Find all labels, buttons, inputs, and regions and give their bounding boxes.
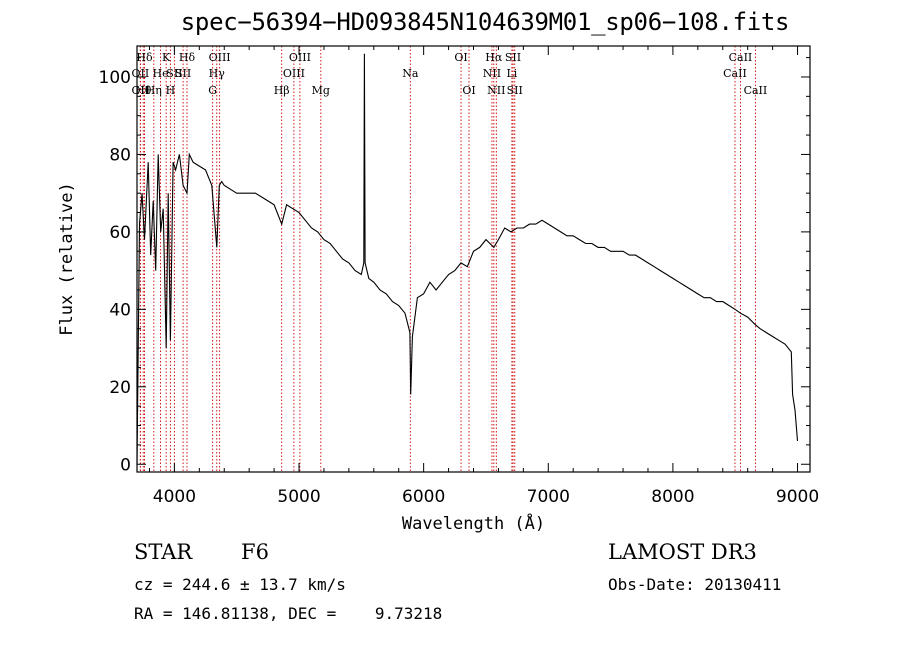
spectral-line-label: Li [506,67,517,80]
spectral-line-label: Hδ [179,51,196,64]
spectral-line-label: K [162,51,171,64]
spectral-line-label: CaII [744,84,768,97]
plot-frame [136,45,811,473]
spectral-line-label: Hη [146,84,162,97]
spectral-line-label: Mg [312,84,330,97]
spectral-line-label: Hδ [136,51,153,64]
spectral-line-label: CaII [723,67,747,80]
spectral-line-label: NII [483,67,501,80]
spectral-line-label: OII [132,84,150,97]
object-type: STAR [134,540,193,564]
object-subclass: F6 [241,540,269,564]
spectral-line-label: He [153,67,169,80]
spectral-line-label: OIII [283,67,305,80]
obs-date: Obs-Date: 20130411 [608,575,782,594]
spectral-line-label: OI [462,84,475,97]
y-tick-label: 60 [109,223,131,243]
spectrum-line [136,53,799,465]
survey-name: LAMOST DR3 [608,540,757,564]
spectral-line-label: OIII [209,51,231,64]
spectral-line-markers [139,46,756,472]
spectral-line-label: Hγ [209,67,226,80]
spectral-line-label: OIII [289,51,311,64]
redshift-text: cz = 244.6 ± 13.7 km/s [134,575,346,594]
spectral-line-label: OII [132,67,150,80]
spectral-line-label: SII [166,67,182,80]
x-tick-label: 5000 [277,487,320,507]
y-tick-label: 40 [109,300,131,320]
x-tick-label: 9000 [776,487,819,507]
spectral-line-label: NII [487,84,505,97]
x-tick-label: 4000 [153,487,196,507]
y-tick-label: 100 [99,68,131,88]
spectral-line-label: OI [454,51,467,64]
spectral-line-label: Hβ [274,84,290,97]
x-axis-label: Wavelength (Å) [402,512,545,534]
y-tick-label: 20 [109,378,131,398]
y-tick-label: 80 [109,145,131,165]
x-tick-label: 7000 [527,487,570,507]
axis-ticks: 4000 5000 6000 7000 8000 9000 0 20 40 60 80 100 [99,46,819,507]
y-tick-label: 0 [120,455,131,475]
spectral-line-label: SII [507,84,523,97]
chart-title: spec−56394−HD093845N104639M01_sp06−108.f… [180,8,790,36]
spectral-line-label: H [166,84,176,97]
x-tick-label: 6000 [402,487,445,507]
spectral-line-label: SII [505,51,521,64]
x-tick-label: 8000 [651,487,694,507]
spectral-line-label: G [208,84,217,97]
spectral-line-label: Na [402,67,419,80]
y-axis-label: Flux (relative) [57,182,77,336]
spectral-line-label: Hθ [135,84,152,97]
spectral-line-label: SII [175,67,191,80]
coordinates-text: RA = 146.81138, DEC = 9.73218 [134,604,443,623]
spectral-line-label: CaII [729,51,753,64]
spectral-line-label: Hα [485,51,503,64]
